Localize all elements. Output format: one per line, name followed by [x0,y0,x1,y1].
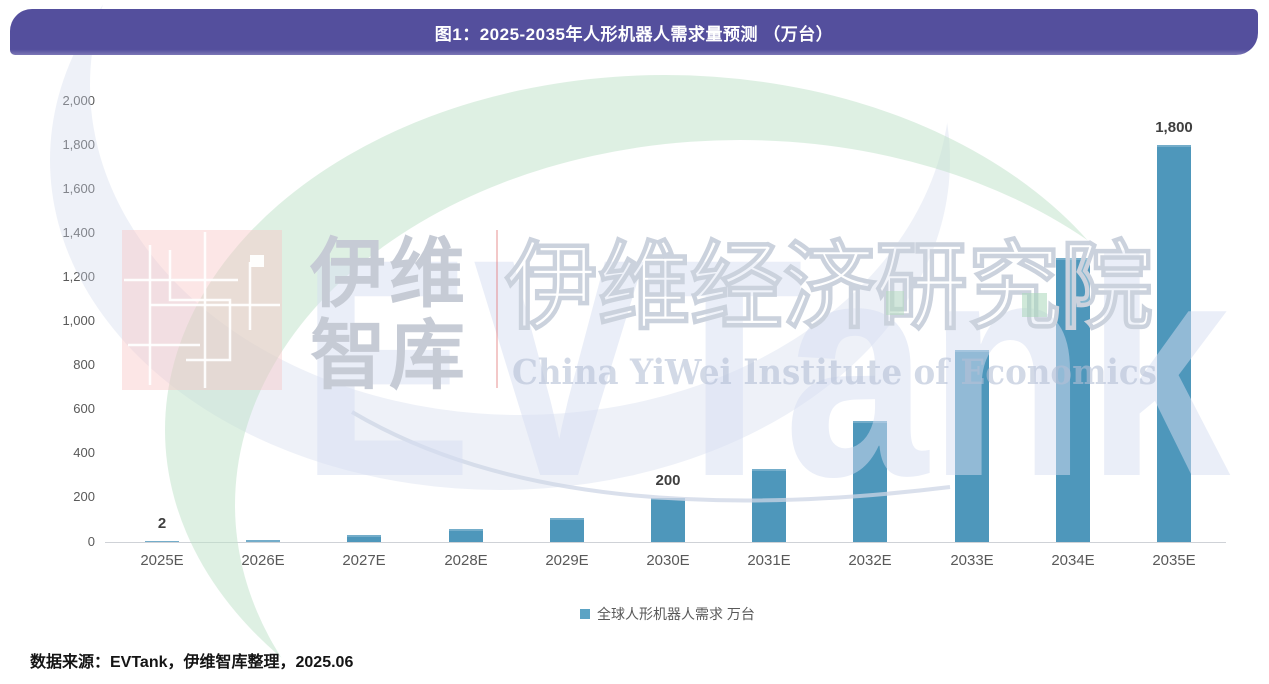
bar-2029E [550,518,584,542]
x-axis-label: 2034E [1051,552,1095,569]
source-text: 数据来源：EVTank，伊维智库整理，2025.06 [30,654,354,671]
left-cjk-watermark-top: 伊维 [309,232,465,317]
y-axis-tick-label: 600 [73,401,95,416]
left-cjk-watermark-bottom: 智库 [310,314,465,399]
green-accent-square [886,291,904,315]
x-axis-label: 2025E [140,552,184,569]
legend-label: 全球人形机器人需求 万台 [597,606,755,622]
green-accent-square [1022,293,1047,317]
x-axis-label: 2026E [241,552,285,569]
bar-2030E [651,498,685,542]
y-axis-tick-label: 1,200 [62,269,95,284]
bar-2032E [853,421,887,542]
bar-2025E [145,541,179,542]
bar-2033E [955,350,989,542]
data-label-2030E: 200 [655,472,681,489]
x-axis-label: 2031E [747,552,791,569]
y-axis-tick-label: 1,800 [62,137,95,152]
y-axis-tick-label: 0 [87,534,95,549]
bar-2028E [449,529,483,542]
x-axis-label: 2029E [545,552,589,569]
green-swoosh-watermark [165,75,1165,684]
data-label-2035E: 1,800 [1155,119,1193,136]
y-axis-tick-label: 400 [73,445,95,460]
legend: 全球人形机器人需求 万台 [110,604,1225,626]
bar-2035E [1157,145,1191,542]
blue-swoosh-watermark [50,0,950,490]
bar-2027E [347,535,381,542]
x-axis-label: 2032E [848,552,892,569]
x-axis-label: 2030E [646,552,690,569]
y-axis-tick-label: 1,400 [62,225,95,240]
y-axis-tick-label: 1,600 [62,181,95,196]
bar-2031E [752,469,786,542]
data-label-2025E: 2 [157,515,167,532]
x-axis-line [105,542,1226,543]
x-axis-label: 2027E [342,552,386,569]
y-axis-tick-label: 2,000 [62,93,95,108]
x-axis-label: 2028E [444,552,488,569]
y-axis-tick-label: 800 [73,357,95,372]
y-axis-tick-label: 200 [73,489,95,504]
seal-watermark [122,230,282,390]
x-axis-label: 2033E [950,552,994,569]
y-axis-tick-label: 1,000 [62,313,95,328]
bar-2034E [1056,258,1090,542]
chart-title: 图1：2025-2035年人形机器人需求量预测 （万台） [434,24,834,44]
legend-marker-icon [580,609,591,619]
header-bar: 图1：2025-2035年人形机器人需求量预测 （万台） [10,9,1258,55]
x-axis-label: 2035E [1152,552,1196,569]
